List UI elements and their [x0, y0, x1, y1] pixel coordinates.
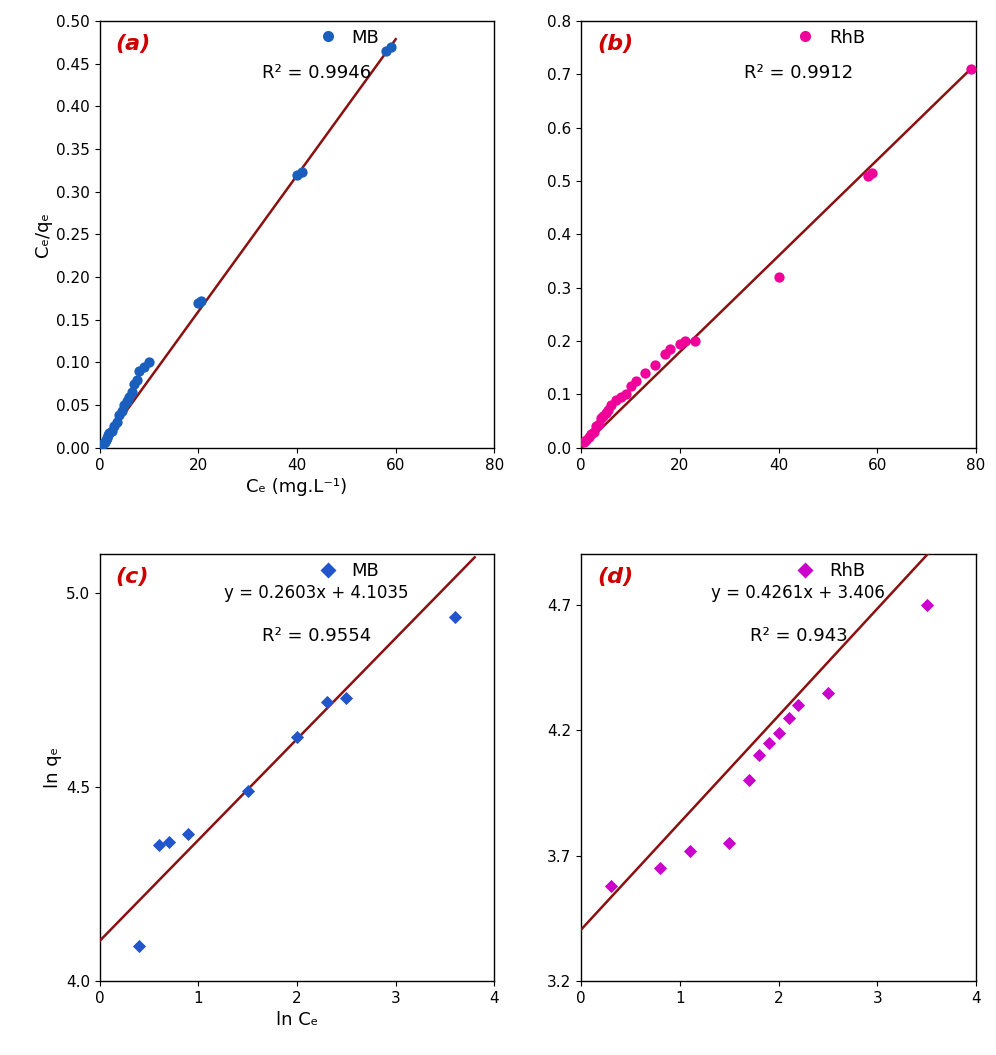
Point	[588, 418, 604, 435]
Point	[579, 431, 595, 448]
Point	[682, 842, 698, 859]
Point	[751, 747, 767, 764]
Point	[126, 376, 142, 392]
Point	[647, 357, 663, 373]
Point	[319, 693, 335, 710]
Point	[114, 403, 129, 420]
Text: y = 0.4261x + 3.406: y = 0.4261x + 3.406	[711, 584, 885, 602]
Point	[627, 372, 643, 389]
Point	[122, 388, 137, 405]
Point	[97, 434, 113, 450]
Point	[963, 60, 979, 77]
Point	[160, 833, 176, 850]
Point	[791, 696, 807, 713]
Point	[652, 860, 668, 877]
Point	[576, 434, 592, 450]
X-axis label: Cₑ (mg.L⁻¹): Cₑ (mg.L⁻¹)	[246, 478, 348, 496]
Point	[382, 38, 398, 55]
Point	[96, 435, 112, 452]
Point	[141, 354, 157, 371]
Point	[687, 332, 703, 349]
Point	[860, 168, 875, 185]
Point	[721, 835, 737, 851]
Text: (c): (c)	[116, 568, 148, 588]
Point	[128, 371, 144, 388]
Point	[598, 405, 614, 422]
Point	[112, 407, 127, 424]
Point	[94, 436, 110, 453]
Point	[339, 690, 355, 707]
Legend: RhB: RhB	[780, 555, 872, 588]
Point	[193, 292, 209, 309]
Point	[593, 410, 609, 427]
Point	[131, 938, 147, 955]
Point	[104, 422, 120, 439]
Point	[596, 407, 612, 424]
Y-axis label: ln qₑ: ln qₑ	[44, 747, 62, 788]
Point	[117, 397, 132, 414]
Text: R² = 0.9912: R² = 0.9912	[744, 63, 853, 82]
Point	[741, 772, 757, 789]
Text: y = 0.2603x + 4.1035: y = 0.2603x + 4.1035	[224, 584, 409, 602]
Point	[99, 429, 115, 446]
Point	[124, 384, 139, 401]
Point	[584, 426, 600, 443]
Point	[918, 596, 934, 613]
Point	[101, 426, 117, 443]
Text: (b): (b)	[597, 34, 633, 54]
Text: R² = 0.9946: R² = 0.9946	[262, 63, 372, 82]
Legend: MB: MB	[303, 21, 386, 54]
Point	[102, 425, 118, 442]
Point	[613, 388, 628, 405]
Point	[131, 363, 147, 380]
Legend: RhB: RhB	[780, 21, 872, 54]
Point	[771, 724, 787, 741]
Point	[107, 418, 123, 435]
Text: (a): (a)	[116, 34, 150, 54]
Point	[180, 825, 196, 842]
Legend: MB: MB	[303, 555, 386, 588]
Point	[190, 294, 206, 311]
Point	[109, 414, 124, 430]
Text: (d): (d)	[597, 568, 633, 588]
Point	[591, 416, 607, 433]
Text: R² = 0.943: R² = 0.943	[750, 627, 848, 645]
Point	[119, 392, 134, 409]
Point	[771, 269, 787, 286]
Point	[865, 165, 880, 181]
Point	[781, 709, 797, 726]
Point	[447, 608, 463, 625]
Point	[637, 365, 653, 382]
Point	[294, 164, 310, 180]
Point	[618, 386, 633, 403]
Point	[601, 402, 617, 419]
Point	[289, 728, 305, 745]
Point	[581, 428, 597, 445]
Point	[677, 332, 693, 349]
Point	[93, 438, 109, 455]
Point	[136, 359, 152, 376]
Point	[377, 42, 393, 59]
Point	[672, 335, 688, 352]
Point	[603, 397, 619, 414]
Point	[603, 878, 619, 895]
X-axis label: ln Cₑ: ln Cₑ	[276, 1012, 318, 1030]
Point	[820, 684, 836, 701]
Point	[761, 734, 777, 751]
Point	[150, 837, 166, 853]
Point	[622, 378, 638, 395]
Point	[98, 431, 114, 448]
Point	[662, 341, 678, 358]
Point	[608, 391, 623, 408]
Point	[240, 783, 256, 800]
Point	[94, 437, 110, 454]
Text: R² = 0.9554: R² = 0.9554	[262, 627, 372, 645]
Point	[586, 423, 602, 440]
Point	[289, 167, 305, 184]
Point	[657, 346, 673, 363]
Y-axis label: Cₑ/qₑ: Cₑ/qₑ	[34, 212, 52, 257]
